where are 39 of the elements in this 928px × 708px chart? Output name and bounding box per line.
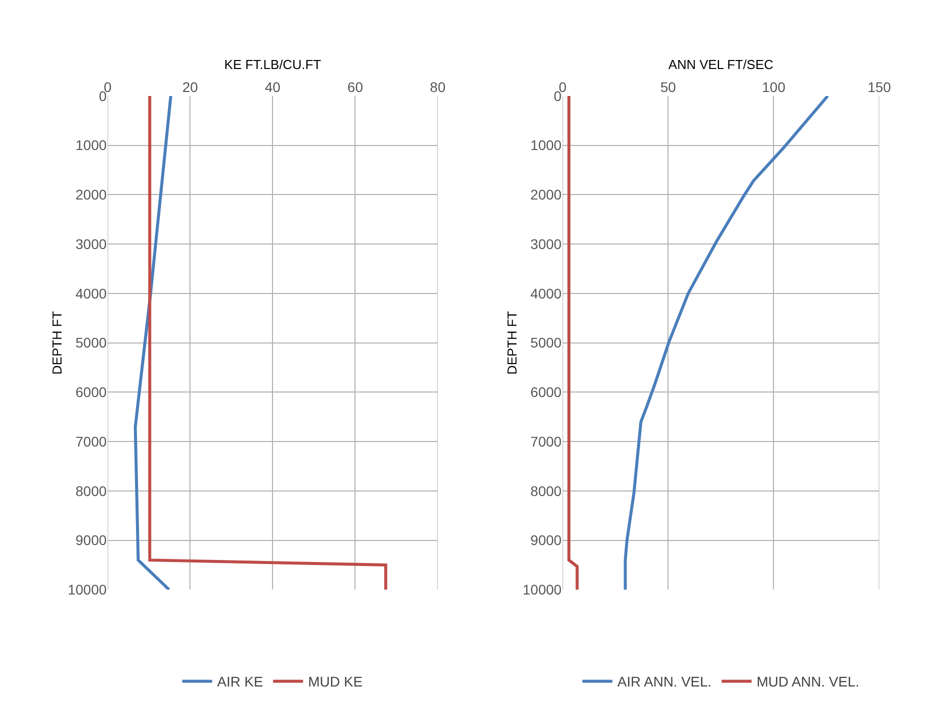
y-tick-label: 2000 — [76, 186, 107, 203]
y-tick-label: 1000 — [76, 137, 107, 154]
y-tick-label: 3000 — [76, 236, 107, 252]
line-series — [134, 96, 172, 590]
y-tick-label: 1000 — [530, 137, 562, 154]
y-tick-label: 8000 — [76, 482, 107, 499]
x-tick-label: 60 — [347, 79, 364, 96]
x-tick-label: 80 — [430, 79, 446, 96]
y-tick-label: 7000 — [76, 433, 107, 450]
y-axis-title: DEPTH FT — [504, 311, 520, 375]
legend-label: AIR KE — [217, 674, 264, 690]
y-tick-label: 7000 — [530, 433, 562, 450]
y-tick-label: 5000 — [76, 334, 107, 351]
y-tick-label: 5000 — [530, 334, 562, 351]
y-tick-label: 8000 — [530, 482, 562, 499]
line-series — [624, 96, 830, 590]
line-series — [567, 96, 579, 590]
y-tick-label: 10000 — [522, 582, 562, 598]
y-tick-label: 9000 — [76, 532, 107, 548]
legend-label: MUD ANN. VEL. — [756, 674, 860, 690]
y-tick-label: 10000 — [68, 582, 107, 598]
y-tick-label: 4000 — [76, 285, 107, 302]
y-tick-label: 3000 — [530, 236, 562, 252]
line-series — [148, 96, 388, 590]
x-tick-label: 100 — [762, 79, 786, 96]
x-axis-title: ANN VEL FT/SEC — [668, 57, 774, 72]
x-tick-label: 50 — [660, 79, 676, 96]
y-tick-label: 9000 — [530, 532, 562, 548]
x-tick-label: 20 — [182, 79, 198, 96]
legend-label: AIR ANN. VEL. — [617, 674, 712, 690]
y-tick-label: 6000 — [530, 384, 562, 400]
x-axis-title: KE FT.LB/CU.FT — [224, 57, 322, 72]
y-tick-label: 4000 — [530, 285, 562, 302]
x-tick-label: 40 — [264, 79, 281, 96]
y-tick-label: 6000 — [76, 384, 107, 400]
y-tick-label: 2000 — [530, 186, 562, 203]
legend-label: MUD KE — [308, 674, 363, 690]
y-axis-title: DEPTH FT — [50, 311, 65, 375]
x-tick-label: 150 — [868, 79, 892, 96]
